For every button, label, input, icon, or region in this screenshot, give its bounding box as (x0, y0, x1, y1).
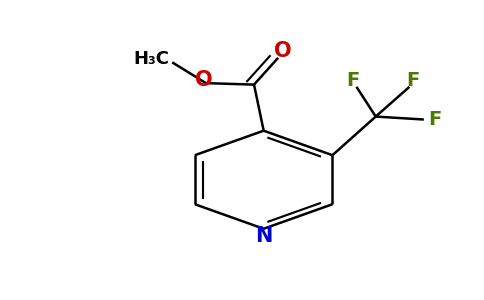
Text: F: F (428, 110, 441, 129)
Text: N: N (255, 226, 272, 246)
Text: O: O (274, 41, 292, 61)
Text: F: F (346, 71, 359, 90)
Text: O: O (195, 70, 212, 90)
Text: H₃C: H₃C (134, 50, 170, 68)
Text: F: F (407, 71, 420, 90)
